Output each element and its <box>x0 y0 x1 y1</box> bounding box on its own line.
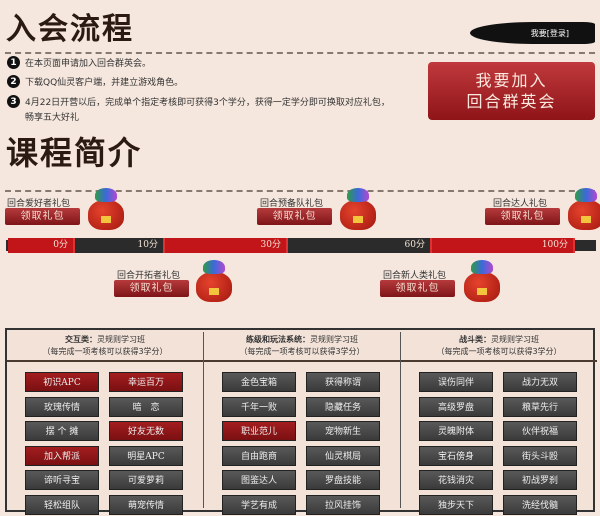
login-link[interactable]: 我要[登录] <box>470 22 595 44</box>
step-2: 2 下载QQ仙灵客户端，并建立游戏角色。 <box>7 75 183 88</box>
gift-label: 回合新人类礼包 <box>383 271 447 281</box>
course-item-button[interactable]: 获得称谓 <box>306 372 380 392</box>
course-item-button[interactable]: 千年一败 <box>222 396 296 417</box>
column-header: 交互类：灵规则学习班 （每完成一项考核可以获得3学分） <box>7 330 203 362</box>
step-text: 4月22日开营以后，完成单个指定考核即可获得3个学分，获得一定学分即可换取对应礼… <box>25 98 390 108</box>
course-item-button[interactable]: 好友无数 <box>109 421 183 441</box>
column-subtitle: 灵规则学习班 <box>310 335 358 344</box>
course-item-button[interactable]: 明星APC <box>109 445 183 466</box>
divider <box>400 332 401 508</box>
gift-bag-icon <box>462 258 502 302</box>
timeline-segment: 60分 <box>288 238 432 253</box>
course-panel: 交互类：灵规则学习班 （每完成一项考核可以获得3学分） 初识APC 幸运百万 玫瑰传情暗… <box>5 328 597 515</box>
timeline-segment: 30分 <box>165 238 288 253</box>
column-header: 战斗类：灵规则学习班 （每完成一项考核可以获得3学分） <box>401 330 597 362</box>
course-item-button[interactable]: 自由跑商 <box>222 445 296 466</box>
course-item-button[interactable]: 玫瑰传情 <box>25 396 99 417</box>
course-item-button[interactable]: 可爱萝莉 <box>109 470 183 490</box>
claim-gift-button[interactable]: 领取礼包 <box>257 208 332 225</box>
course-item-button[interactable]: 宠物新生 <box>306 421 380 441</box>
step-text: 在本页面申请加入回合群英会。 <box>25 59 152 69</box>
column-note: （每完成一项考核可以获得3学分） <box>42 347 168 356</box>
course-item-button[interactable]: 隐藏任务 <box>306 396 380 417</box>
course-item-button[interactable]: 萌宠传情 <box>109 494 183 515</box>
course-item-button[interactable]: 洗经伐髓 <box>503 494 577 515</box>
column-title: 练级和玩法系统： <box>246 335 310 344</box>
column-subtitle: 灵规则学习班 <box>491 335 539 344</box>
column-note: （每完成一项考核可以获得3学分） <box>239 347 365 356</box>
course-item-button[interactable]: 花钱消灾 <box>419 470 493 490</box>
section-title-course: 课程简介 <box>6 134 143 172</box>
course-item-button[interactable]: 职业范儿 <box>222 421 296 441</box>
course-item-button[interactable]: 学艺有成 <box>222 494 296 515</box>
step-3-continued: 畅享五大好礼 <box>25 113 80 123</box>
course-item-button[interactable]: 粮草先行 <box>503 396 577 417</box>
gift-bag-icon <box>338 186 378 230</box>
divider <box>203 332 204 508</box>
step-number: 2 <box>7 75 20 88</box>
step-1: 1 在本页面申请加入回合群英会。 <box>7 56 151 69</box>
column-header: 练级和玩法系统：灵规则学习班 （每完成一项考核可以获得3学分） <box>204 330 400 362</box>
course-item-button[interactable]: 灵魄附体 <box>419 421 493 441</box>
course-item-button[interactable]: 街头斗殴 <box>503 445 577 466</box>
course-item-button[interactable]: 幸运百万 <box>109 372 183 392</box>
course-item-button[interactable]: 初战罗刹 <box>503 470 577 490</box>
course-item-button[interactable]: 误伤同伴 <box>419 372 493 392</box>
column-title: 交互类： <box>65 335 97 344</box>
claim-gift-button[interactable]: 领取礼包 <box>380 280 455 297</box>
course-item-button[interactable]: 宝石傍身 <box>419 445 493 466</box>
section-title-join: 入会流程 <box>6 12 134 47</box>
step-number: 1 <box>7 56 20 69</box>
gift-label: 回合预备队礼包 <box>260 199 324 209</box>
course-item-button[interactable]: 独步天下 <box>419 494 493 515</box>
course-item-button[interactable]: 摆 个 摊 <box>25 421 99 441</box>
gift-bag-icon <box>86 186 126 230</box>
course-item-button[interactable]: 暗 恋 <box>109 396 183 417</box>
column-subtitle: 灵规则学习班 <box>97 335 145 344</box>
course-item-button[interactable]: 金色宝箱 <box>222 372 296 392</box>
step-text: 下载QQ仙灵客户端，并建立游戏角色。 <box>25 78 184 88</box>
gift-label: 回合开拓者礼包 <box>117 271 181 281</box>
join-button[interactable]: 我要加入 回合群英会 <box>428 62 595 120</box>
course-item-button[interactable]: 罗盘技能 <box>306 470 380 490</box>
course-item-button[interactable]: 伙伴祝福 <box>503 421 577 441</box>
course-item-button[interactable]: 仙灵棋局 <box>306 445 380 466</box>
course-column: 练级和玩法系统：灵规则学习班 （每完成一项考核可以获得3学分） 金色宝箱 获得称谓 千年… <box>204 330 400 515</box>
claim-gift-button[interactable]: 领取礼包 <box>485 208 560 225</box>
course-column: 交互类：灵规则学习班 （每完成一项考核可以获得3学分） 初识APC 幸运百万 玫瑰传情暗… <box>7 330 203 515</box>
course-item-button[interactable]: 轻松组队 <box>25 494 99 515</box>
course-item-button[interactable]: 谛听寻宝 <box>25 470 99 490</box>
course-item-button[interactable]: 初识APC <box>25 372 99 392</box>
gift-bag-icon <box>566 186 600 230</box>
divider <box>5 190 595 192</box>
timeline-segment: 0分 <box>8 238 75 253</box>
course-column: 战斗类：灵规则学习班 （每完成一项考核可以获得3学分） 误伤同伴 战力无双 高级罗盘 粮草… <box>401 330 597 515</box>
column-title: 战斗类： <box>459 335 491 344</box>
gift-label: 回合爱好者礼包 <box>7 199 71 209</box>
claim-gift-button[interactable]: 领取礼包 <box>114 280 189 297</box>
course-item-button[interactable]: 拉风挂饰 <box>306 494 380 515</box>
step-number: 3 <box>7 95 20 108</box>
divider <box>5 52 595 54</box>
course-item-button[interactable]: 加入帮派 <box>25 445 99 466</box>
gift-bag-icon <box>194 258 234 302</box>
course-item-button[interactable]: 战力无双 <box>503 372 577 392</box>
timeline-segment: 100分 <box>432 238 575 253</box>
course-item-button[interactable]: 高级罗盘 <box>419 396 493 417</box>
claim-gift-button[interactable]: 领取礼包 <box>5 208 80 225</box>
course-item-button[interactable]: 图鉴达人 <box>222 470 296 490</box>
column-note: （每完成一项考核可以获得3学分） <box>436 347 562 356</box>
timeline-segment: 10分 <box>75 238 165 253</box>
step-3: 3 4月22日开营以后，完成单个指定考核即可获得3个学分，获得一定学分即可换取对应… <box>7 95 390 108</box>
gift-label: 回合达人礼包 <box>493 199 548 209</box>
join-button-line1: 我要加入 <box>475 71 548 90</box>
join-button-line2: 回合群英会 <box>466 92 557 111</box>
